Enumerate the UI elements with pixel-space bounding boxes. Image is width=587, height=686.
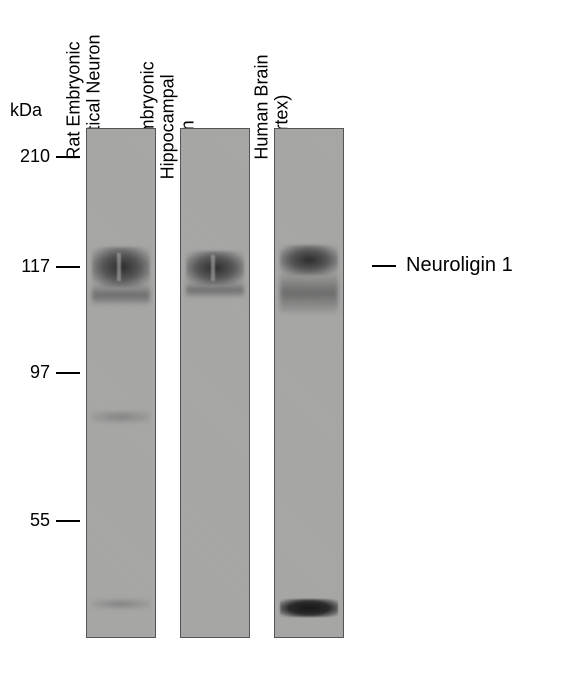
mw-marker-tick <box>56 520 80 522</box>
band <box>92 411 149 423</box>
mw-marker-value: 210 <box>0 146 50 167</box>
lane-3 <box>274 128 344 638</box>
band <box>186 251 243 285</box>
film-noise <box>275 129 343 637</box>
mw-marker-tick <box>56 266 80 268</box>
mw-marker-value: 55 <box>0 510 50 531</box>
target-protein-name: Neuroligin 1 <box>406 254 513 277</box>
film-noise <box>181 129 249 637</box>
band <box>92 285 149 305</box>
target-protein-label: Neuroligin 1 <box>372 254 513 277</box>
film-noise <box>87 129 155 637</box>
mw-marker-97: 97 <box>0 362 80 383</box>
band <box>280 599 337 617</box>
mw-marker-55: 55 <box>0 510 80 531</box>
mw-marker-value: 97 <box>0 362 50 383</box>
mw-marker-value: 117 <box>0 256 50 277</box>
band <box>186 283 243 297</box>
lane-1 <box>86 128 156 638</box>
band-doublet-gap <box>211 255 215 281</box>
target-tick <box>372 265 396 267</box>
band <box>92 247 149 287</box>
band-doublet-gap <box>117 253 121 281</box>
kda-unit-label: kDa <box>10 100 42 121</box>
lanes-container <box>86 128 344 638</box>
lane-2 <box>180 128 250 638</box>
mw-marker-tick <box>56 372 80 374</box>
band <box>92 599 149 609</box>
western-blot-figure: kDa 210 117 97 55 Rat Embryonic Cortical… <box>0 0 587 686</box>
lane-label-line: Rat Embryonic <box>63 42 83 160</box>
band <box>280 245 337 275</box>
mw-marker-117: 117 <box>0 256 80 277</box>
band <box>280 273 337 313</box>
